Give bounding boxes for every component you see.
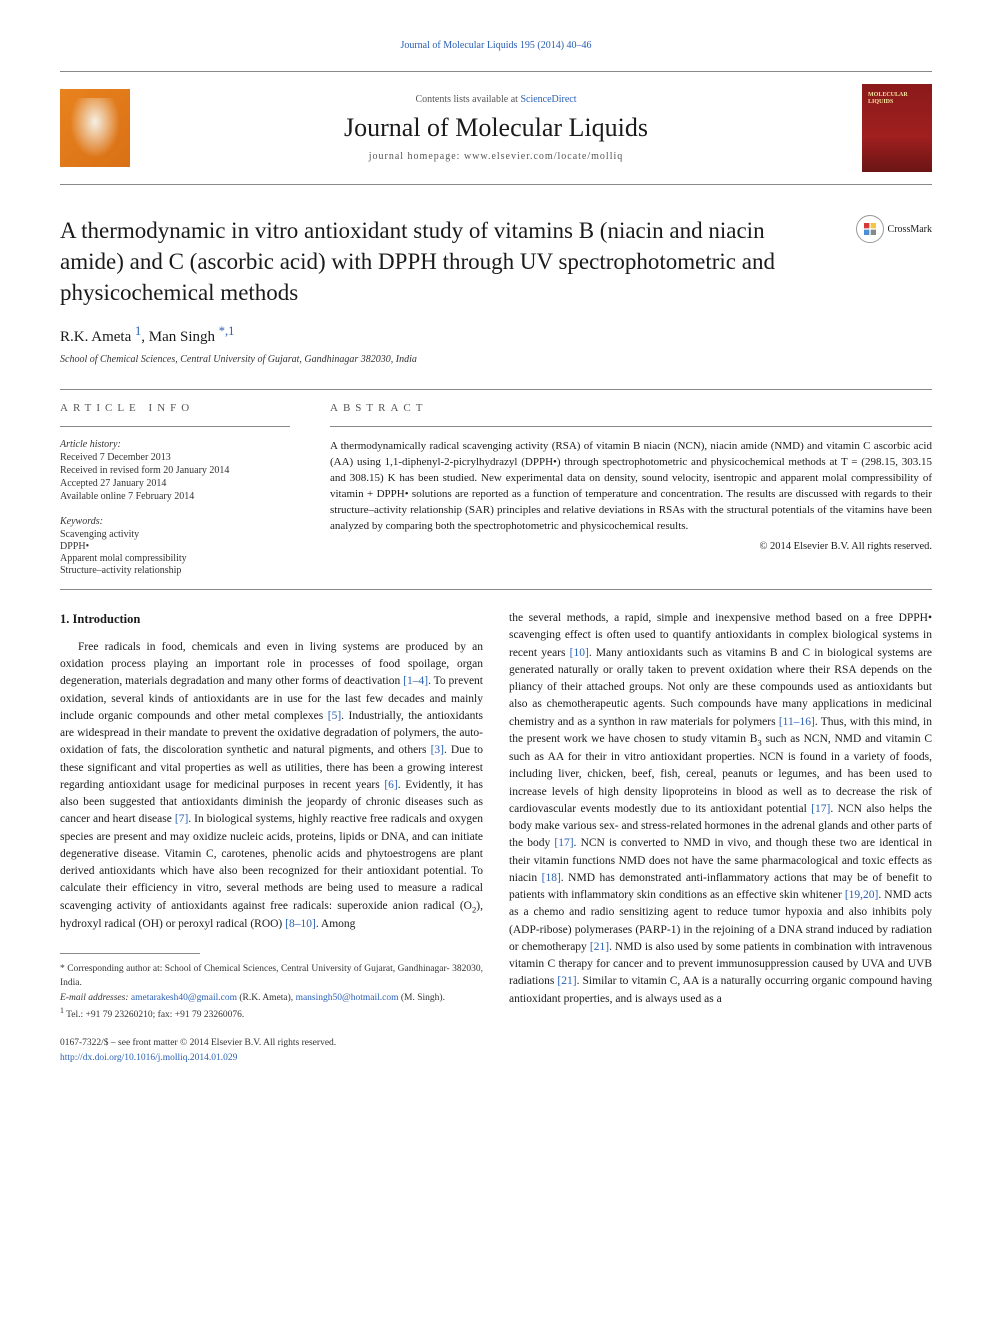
author-1: R.K. Ameta [60, 329, 135, 345]
ref-6[interactable]: [6] [384, 779, 397, 791]
ref-8-10[interactable]: [8–10] [285, 918, 316, 930]
meta-row: ARTICLE INFO Article history: Received 7… [60, 402, 932, 577]
cover-text: MOLECULAR LIQUIDS [868, 92, 908, 106]
journal-header: Contents lists available at ScienceDirec… [60, 71, 932, 185]
ref-18[interactable]: [18] [542, 872, 561, 884]
intro-para-1: Free radicals in food, chemicals and eve… [60, 639, 483, 933]
info-label: ARTICLE INFO [60, 402, 290, 414]
homepage-prefix: journal homepage: [369, 151, 464, 162]
abstract-block: ABSTRACT A thermodynamically radical sca… [330, 402, 932, 577]
revised-date: Received in revised form 20 January 2014 [60, 465, 290, 476]
intro-para-2: the several methods, a rapid, simple and… [509, 610, 932, 1008]
elsevier-logo [60, 89, 130, 167]
divider-top [60, 389, 932, 390]
body-col-left: 1. Introduction Free radicals in food, c… [60, 610, 483, 1065]
ref-3[interactable]: [3] [431, 744, 444, 756]
history-label: Article history: [60, 439, 290, 450]
homepage-line: journal homepage: www.elsevier.com/locat… [130, 151, 862, 162]
author-2-sup[interactable]: *,1 [219, 324, 235, 338]
tel-footnote: 1 Tel.: +91 79 23260210; fax: +91 79 232… [60, 1005, 483, 1022]
intro-heading: 1. Introduction [60, 610, 483, 629]
keyword-3: Apparent molal compressibility [60, 553, 290, 564]
ref-1-4[interactable]: [1–4] [403, 675, 428, 687]
cover-text-2: LIQUIDS [868, 99, 908, 106]
author-sep: , [141, 329, 149, 345]
header-center: Contents lists available at ScienceDirec… [130, 94, 862, 162]
keyword-4: Structure–activity relationship [60, 565, 290, 576]
info-divider [60, 426, 290, 427]
sciencedirect-link[interactable]: ScienceDirect [520, 94, 576, 105]
authors: R.K. Ameta 1, Man Singh *,1 [60, 324, 932, 346]
ref-5[interactable]: [5] [328, 710, 341, 722]
abstract-text: A thermodynamically radical scavenging a… [330, 439, 932, 535]
ref-17a[interactable]: [17] [811, 803, 830, 815]
title-row: A thermodynamic in vitro antioxidant stu… [60, 215, 932, 308]
contents-line: Contents lists available at ScienceDirec… [130, 94, 862, 105]
keyword-2: DPPH• [60, 541, 290, 552]
ref-11-16[interactable]: [11–16] [779, 716, 815, 728]
ref-21a[interactable]: [21] [590, 941, 609, 953]
crossmark-icon [856, 215, 884, 243]
email-footnote: E-mail addresses: ametarakesh40@gmail.co… [60, 991, 483, 1005]
journal-name: Journal of Molecular Liquids [130, 113, 862, 143]
abstract-copyright: © 2014 Elsevier B.V. All rights reserved… [330, 541, 932, 552]
keyword-1: Scavenging activity [60, 529, 290, 540]
cover-text-1: MOLECULAR [868, 92, 908, 99]
bottom-info: 0167-7322/$ – see front matter © 2014 El… [60, 1036, 483, 1065]
author-2: Man Singh [149, 329, 219, 345]
ref-17b[interactable]: [17] [554, 837, 573, 849]
ref-21b[interactable]: [21] [557, 975, 576, 987]
affiliation: School of Chemical Sciences, Central Uni… [60, 354, 932, 365]
ref-10[interactable]: [10] [570, 647, 589, 659]
abstract-label: ABSTRACT [330, 402, 932, 414]
body-section: 1. Introduction Free radicals in food, c… [60, 610, 932, 1065]
elsevier-tree-icon [70, 98, 120, 158]
body-col-right: the several methods, a rapid, simple and… [509, 610, 932, 1065]
homepage-url[interactable]: www.elsevier.com/locate/molliq [464, 151, 623, 162]
email-1[interactable]: ametarakesh40@gmail.com [131, 993, 237, 1003]
online-date: Available online 7 February 2014 [60, 491, 290, 502]
ref-19-20[interactable]: [19,20] [845, 889, 879, 901]
divider-bottom [60, 589, 932, 590]
email-2[interactable]: mansingh50@hotmail.com [296, 993, 399, 1003]
article-info: ARTICLE INFO Article history: Received 7… [60, 402, 290, 577]
journal-cover: MOLECULAR LIQUIDS [862, 84, 932, 172]
abstract-divider [330, 426, 932, 427]
crossmark-label: CrossMark [888, 224, 932, 235]
footnote-divider [60, 953, 200, 954]
corresponding-footnote: * Corresponding author at: School of Che… [60, 962, 483, 991]
issn-line: 0167-7322/$ – see front matter © 2014 El… [60, 1036, 483, 1050]
received-date: Received 7 December 2013 [60, 452, 290, 463]
top-citation[interactable]: Journal of Molecular Liquids 195 (2014) … [60, 40, 932, 51]
article-title: A thermodynamic in vitro antioxidant stu… [60, 215, 820, 308]
accepted-date: Accepted 27 January 2014 [60, 478, 290, 489]
contents-prefix: Contents lists available at [415, 94, 520, 105]
doi-link[interactable]: http://dx.doi.org/10.1016/j.molliq.2014.… [60, 1053, 237, 1063]
keywords-label: Keywords: [60, 516, 290, 527]
crossmark-badge[interactable]: CrossMark [856, 215, 932, 243]
ref-7[interactable]: [7] [175, 813, 188, 825]
email-label: E-mail addresses: [60, 993, 131, 1003]
